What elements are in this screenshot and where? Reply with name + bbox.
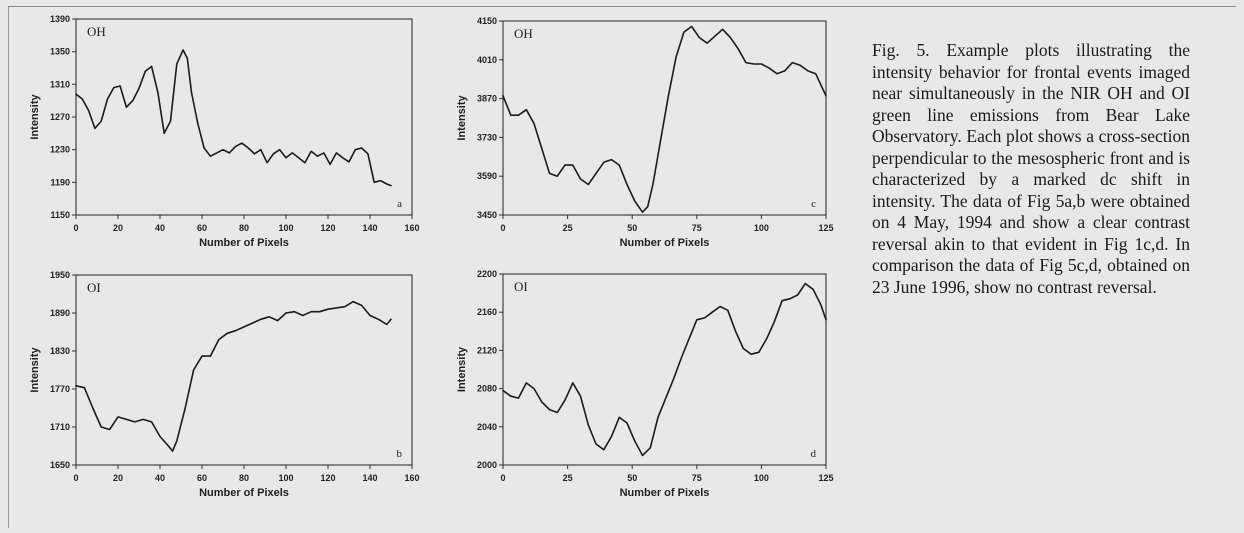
chart-b-xtick-label: 100 <box>278 473 293 483</box>
chart-d-panel-letter: d <box>811 448 817 460</box>
chart-b-group <box>72 274 413 469</box>
chart-b-frame <box>75 274 413 466</box>
chart-b-xlabel: Number of Pixels <box>199 487 289 499</box>
chart-a-ytick-label: 1150 <box>50 210 70 220</box>
chart-c-panel-letter: c <box>811 198 816 210</box>
chart-c-ytick-label: 3870 <box>477 94 497 104</box>
chart-d-frame <box>502 273 827 466</box>
chart-d-xtick-label: 25 <box>563 473 573 483</box>
chart-d-ytick-label: 2160 <box>477 307 497 317</box>
chart-c-xtick-label: 25 <box>563 223 573 233</box>
chart-c-ytick-label: 4010 <box>477 55 497 65</box>
chart-b-xtick-label: 120 <box>320 473 335 483</box>
chart-a-xlabel: Number of Pixels <box>199 237 289 249</box>
chart-d-ytick-label: 2040 <box>477 422 497 432</box>
chart-b-title: OI <box>87 280 101 295</box>
chart-a-xtick-label: 120 <box>320 223 335 233</box>
chart-c-ytick-label: 3590 <box>477 171 497 181</box>
chart-c-xtick-label: 75 <box>692 223 702 233</box>
chart-a-ytick-label: 1230 <box>50 145 70 155</box>
chart-c-series-line <box>502 25 827 213</box>
chart-d-group <box>499 273 827 469</box>
chart-b-xtick-label: 20 <box>113 473 123 483</box>
chart-b-ytick-label: 1650 <box>50 460 70 470</box>
chart-d-xtick-label: 125 <box>818 473 833 483</box>
chart-d-xtick-label: 75 <box>692 473 702 483</box>
chart-d-xtick-label: 50 <box>627 473 637 483</box>
chart-a-panel-letter: a <box>397 198 402 210</box>
chart-c-ytick-label: 4150 <box>477 16 497 26</box>
chart-a-ytick-label: 1310 <box>50 79 70 89</box>
chart-d-xlabel: Number of Pixels <box>620 487 710 499</box>
chart-a-ylabel: Intensity <box>29 94 41 140</box>
chart-c-xtick-label: 100 <box>754 223 769 233</box>
chart-b-ytick-label: 1830 <box>50 346 70 356</box>
chart-b-xtick-label: 60 <box>197 473 207 483</box>
chart-a-xtick-label: 140 <box>362 223 377 233</box>
chart-d-title: OI <box>514 279 528 294</box>
chart-a-xtick-label: 20 <box>113 223 123 233</box>
chart-b-panel-letter: b <box>397 448 403 460</box>
chart-b-ytick-label: 1950 <box>50 270 70 280</box>
chart-d-xtick-label: 0 <box>500 473 505 483</box>
chart-b-ytick-label: 1770 <box>50 384 70 394</box>
chart-b-ytick-label: 1890 <box>50 308 70 318</box>
chart-c-xtick-label: 125 <box>818 223 833 233</box>
chart-c-xlabel: Number of Pixels <box>620 237 710 249</box>
chart-a-ytick-label: 1390 <box>50 14 70 24</box>
chart-a-ytick-label: 1270 <box>50 112 70 122</box>
chart-a-series-line <box>75 49 392 187</box>
chart-a-xtick-label: 100 <box>278 223 293 233</box>
chart-c-ytick-label: 3450 <box>477 210 497 220</box>
chart-d-ytick-label: 2120 <box>477 345 497 355</box>
chart-a-xtick-label: 60 <box>197 223 207 233</box>
chart-d-ylabel: Intensity <box>456 346 468 392</box>
chart-a-ytick-label: 1350 <box>50 47 70 57</box>
chart-b-xtick-label: 140 <box>362 473 377 483</box>
figure-frame <box>8 6 1236 528</box>
chart-b-xtick-label: 80 <box>239 473 249 483</box>
chart-c-frame <box>502 20 827 216</box>
chart-d-series-line <box>502 282 827 457</box>
chart-b-series-line <box>75 300 392 452</box>
chart-d-ytick-label: 2080 <box>477 384 497 394</box>
chart-a-frame <box>75 18 413 216</box>
chart-d-ytick-label: 2200 <box>477 269 497 279</box>
chart-c-title: OH <box>514 26 533 41</box>
chart-a-xtick-label: 0 <box>73 223 78 233</box>
chart-d-xtick-label: 100 <box>754 473 769 483</box>
chart-b-xtick-label: 0 <box>73 473 78 483</box>
chart-a-ytick-label: 1190 <box>50 177 70 187</box>
chart-b-ytick-label: 1710 <box>50 422 70 432</box>
chart-c-ylabel: Intensity <box>456 95 468 141</box>
chart-c-group <box>499 20 827 219</box>
chart-b-xtick-label: 40 <box>155 473 165 483</box>
chart-d-ytick-label: 2000 <box>477 460 497 470</box>
chart-c-xtick-label: 50 <box>627 223 637 233</box>
chart-a-xtick-label: 80 <box>239 223 249 233</box>
chart-a-xtick-label: 40 <box>155 223 165 233</box>
chart-c-xtick-label: 0 <box>500 223 505 233</box>
figure-caption: Fig. 5. Example plots illustrating the i… <box>872 40 1190 297</box>
chart-a-group <box>72 18 413 219</box>
chart-a-title: OH <box>87 24 106 39</box>
chart-b-ylabel: Intensity <box>29 347 41 393</box>
chart-c-ytick-label: 3730 <box>477 132 497 142</box>
chart-b-xtick-label: 160 <box>404 473 419 483</box>
chart-a-xtick-label: 160 <box>404 223 419 233</box>
